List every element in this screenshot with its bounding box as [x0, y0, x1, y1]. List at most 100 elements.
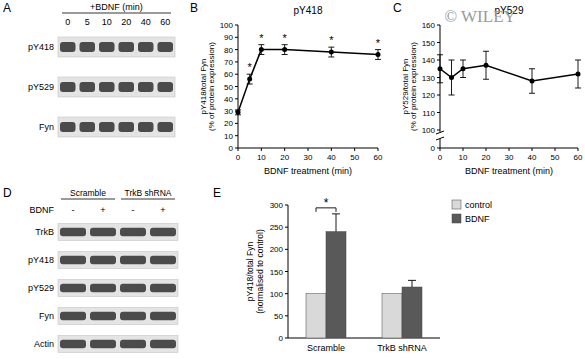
- y-tick: [285, 271, 288, 272]
- y-tick: [235, 25, 238, 26]
- x-tick-label: 10: [459, 153, 468, 162]
- y-tick: [235, 74, 238, 75]
- header-line: [62, 13, 171, 14]
- x-tick: [331, 148, 332, 151]
- y-tick-label: 0: [229, 144, 234, 153]
- x-tick: [238, 148, 239, 151]
- row-label: Actin: [34, 339, 54, 349]
- y-tick-label: 140: [422, 56, 436, 65]
- x-tick-label: 20: [280, 153, 289, 162]
- blot-band: [158, 122, 174, 132]
- error-bar: [408, 280, 416, 287]
- marker: [282, 47, 287, 52]
- blot-group: TrkB shRNA: [125, 188, 172, 198]
- x-tick-label: 60: [574, 153, 583, 162]
- x-tick: [463, 148, 464, 151]
- x-tick-label: 30: [505, 153, 514, 162]
- lane-label: 20: [121, 17, 131, 27]
- x-tick-label: 50: [551, 153, 560, 162]
- blot-band: [60, 122, 76, 132]
- row-label: pY418: [28, 42, 54, 52]
- row-label: TrkB: [35, 227, 54, 237]
- blot-band: [90, 312, 116, 321]
- error-bar: [449, 60, 455, 95]
- x-tick-label: 20: [482, 153, 491, 162]
- blot-band: [80, 42, 96, 52]
- blot-band: [119, 42, 135, 52]
- x-label: BDNF treatment (min): [465, 166, 553, 176]
- x-tick-label: TrkB shRNA: [377, 343, 427, 353]
- blot-band: [60, 340, 86, 349]
- panel-letter: C: [393, 1, 402, 15]
- y-tick-label: 100: [270, 290, 284, 299]
- y-tick-label: 30: [224, 107, 233, 116]
- blot-band: [99, 122, 115, 132]
- data: [235, 45, 381, 115]
- condition-label: BDNF: [30, 205, 55, 215]
- y-tick-label: 50: [224, 83, 233, 92]
- error-bar: [247, 74, 253, 84]
- y-tick: [235, 98, 238, 99]
- axis-break: [436, 137, 444, 140]
- blot-band: [119, 82, 135, 92]
- annotation: *: [259, 32, 264, 44]
- blot-strip: [58, 280, 178, 297]
- lane-label: -: [132, 205, 135, 215]
- blot-band: [60, 82, 76, 92]
- y-tick-label: 100: [422, 126, 436, 135]
- error-bar: [575, 60, 581, 88]
- data-line: [440, 65, 578, 81]
- blot-band: [138, 82, 154, 92]
- figure: A+BDNF (min)0510204060pY418pY529FynDScra…: [0, 0, 585, 359]
- error-bar: [235, 110, 241, 115]
- x-tick: [354, 148, 355, 151]
- x-tick: [308, 148, 309, 151]
- x-tick-label: 0: [438, 153, 443, 162]
- lane-label: -: [72, 205, 75, 215]
- marker: [461, 66, 466, 71]
- title: pY418: [294, 5, 323, 16]
- blot-band: [150, 228, 176, 237]
- y-label: pY529/total Fyn(% of protein expression): [401, 42, 419, 131]
- marker: [449, 75, 454, 80]
- annotation: *: [283, 32, 288, 44]
- blot-band: [80, 82, 96, 92]
- y-label: pY418/total Fyn(normalised to control): [245, 229, 264, 314]
- lane-label: 10: [102, 17, 112, 27]
- blot-group: Scramble: [70, 188, 106, 198]
- x-tick: [378, 148, 379, 151]
- y-tick-label: 0: [431, 144, 436, 153]
- annotation: *: [248, 61, 253, 73]
- y-tick-label: 160: [422, 21, 436, 30]
- y-tick: [285, 293, 288, 294]
- blot-band: [119, 122, 135, 132]
- marker: [259, 47, 264, 52]
- blot-band: [150, 312, 176, 321]
- x-tick-label: 10: [257, 153, 266, 162]
- blot-band: [150, 340, 176, 349]
- error-bar: [328, 47, 334, 57]
- lane-label: 5: [85, 17, 90, 27]
- y-label: pY418/total Fyn(% of protein expression): [199, 42, 217, 131]
- x-tick-label: 60: [374, 153, 383, 162]
- lane-label: 0: [65, 17, 70, 27]
- blot-strip: [58, 117, 175, 137]
- legend-swatch: [452, 200, 461, 209]
- blot-band: [99, 42, 115, 52]
- marker: [576, 72, 581, 77]
- marker: [236, 110, 241, 115]
- chart: E050100150200250300pY418/total Fyn(norma…: [213, 186, 492, 353]
- lane-label: 60: [160, 17, 170, 27]
- x-tick-label: 30: [304, 153, 313, 162]
- data-line: [238, 50, 378, 113]
- blot-band: [138, 122, 154, 132]
- row-label: Fyn: [39, 122, 54, 132]
- y-tick: [285, 315, 288, 316]
- error-bar: [437, 55, 443, 83]
- y-tick-label: 150: [422, 39, 436, 48]
- blot-band: [150, 284, 176, 293]
- y-tick-label: 40: [224, 95, 233, 104]
- y-tick-label: 130: [422, 74, 436, 83]
- blot-band: [80, 122, 96, 132]
- blot-band: [60, 42, 76, 52]
